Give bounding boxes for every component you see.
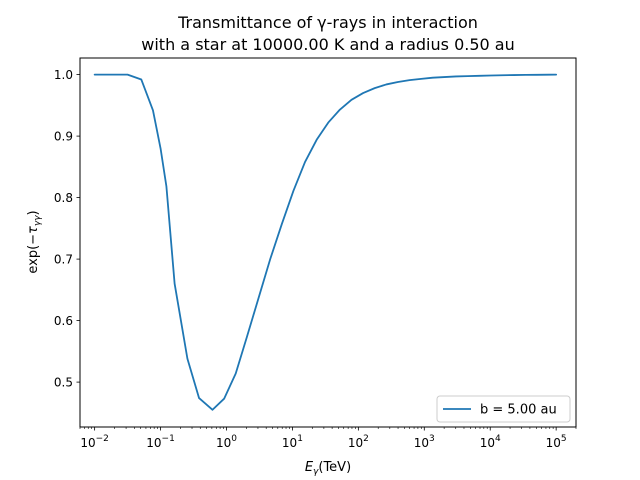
y-tick-label: 0.9: [54, 130, 73, 144]
chart-title-line-2: with a star at 10000.00 K and a radius 0…: [141, 35, 514, 54]
x-tick-label: 105: [546, 434, 567, 450]
y-tick-label: 1.0: [54, 68, 73, 82]
x-tick-label: 103: [414, 434, 435, 450]
x-axis-label: Eγ(TeV): [305, 460, 351, 477]
x-tick-label: 104: [480, 434, 501, 450]
legend-box: [436, 395, 571, 423]
x-tick-label: 100: [216, 434, 237, 450]
y-tick-label: 0.6: [54, 314, 73, 328]
x-tick-label: 10−2: [80, 434, 109, 450]
legend: b = 5.00 au: [436, 395, 571, 423]
y-tick-label: 0.7: [54, 253, 73, 267]
chart-title-line-1: Transmittance of γ-rays in interaction: [177, 13, 478, 32]
legend-series-label: b = 5.00 au: [480, 403, 557, 418]
y-tick-label: 0.8: [54, 191, 73, 205]
x-tick-label: 102: [348, 434, 369, 450]
y-tick-label: 0.5: [54, 376, 73, 390]
series-line-0: [93, 73, 558, 411]
x-tick-label: 10−1: [146, 434, 175, 450]
x-tick-label: 101: [282, 434, 303, 450]
plot-area-frame: [79, 57, 577, 428]
y-axis-label: exp(−τγγ): [26, 210, 43, 273]
